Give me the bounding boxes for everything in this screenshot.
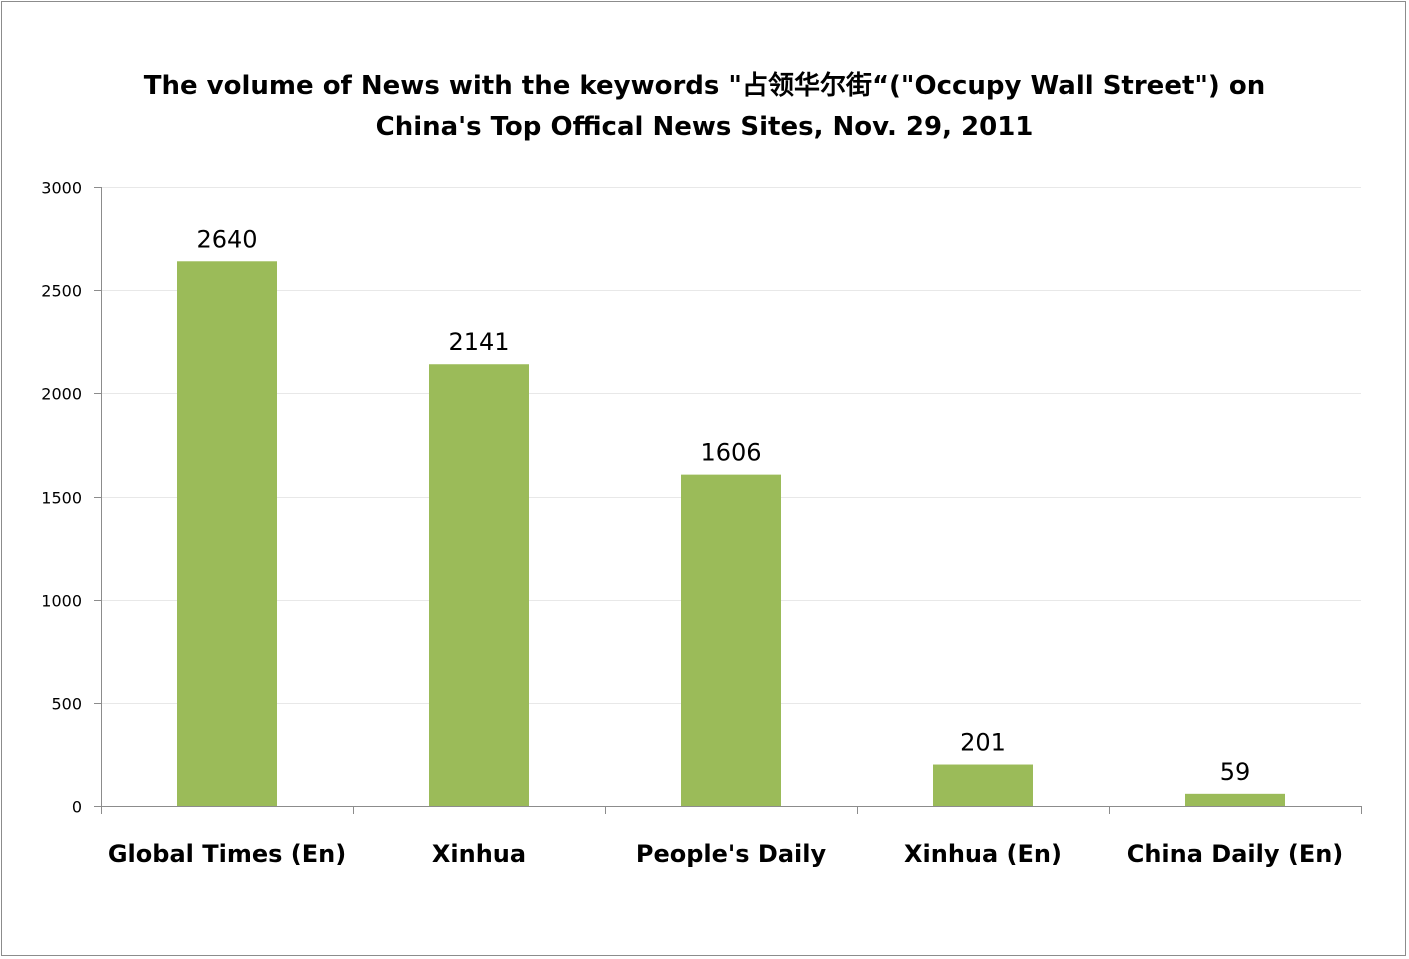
data-label: 59	[1220, 758, 1251, 786]
x-category-label: Xinhua	[432, 840, 526, 868]
y-tick-label: 1000	[41, 592, 82, 611]
x-category-label: Xinhua (En)	[904, 840, 1062, 868]
data-label: 201	[960, 729, 1006, 757]
data-label: 1606	[700, 439, 761, 467]
x-category-label: Global Times (En)	[108, 840, 346, 868]
labels: 0 500 1000 1500 2000 2500 3000 2640 Global Times…	[41, 179, 1343, 869]
bar-2	[429, 364, 529, 806]
y-tick-label: 2500	[41, 282, 82, 301]
x-category-label: China Daily (En)	[1127, 840, 1344, 868]
data-label: 2640	[196, 225, 257, 253]
chart-title: The volume of News with the keywords "占领…	[0, 66, 1409, 148]
data-label: 2141	[448, 328, 509, 356]
y-tick-label: 500	[51, 695, 82, 714]
axes	[94, 187, 1362, 814]
y-tick-label: 1500	[41, 489, 82, 508]
bar-4	[933, 764, 1033, 806]
bar-3	[681, 474, 781, 806]
bars	[177, 261, 1285, 806]
y-tick-label: 3000	[41, 179, 82, 198]
chart-title-line-2: China's Top Offical News Sites, Nov. 29,…	[375, 112, 1034, 142]
chart-title-line-1: The volume of News with the keywords "占领…	[143, 71, 1266, 101]
y-tick-label: 2000	[41, 385, 82, 404]
y-tick-label: 0	[72, 798, 82, 817]
bar-1	[177, 261, 277, 806]
bar-5	[1185, 793, 1285, 806]
x-category-label: People's Daily	[636, 840, 827, 868]
